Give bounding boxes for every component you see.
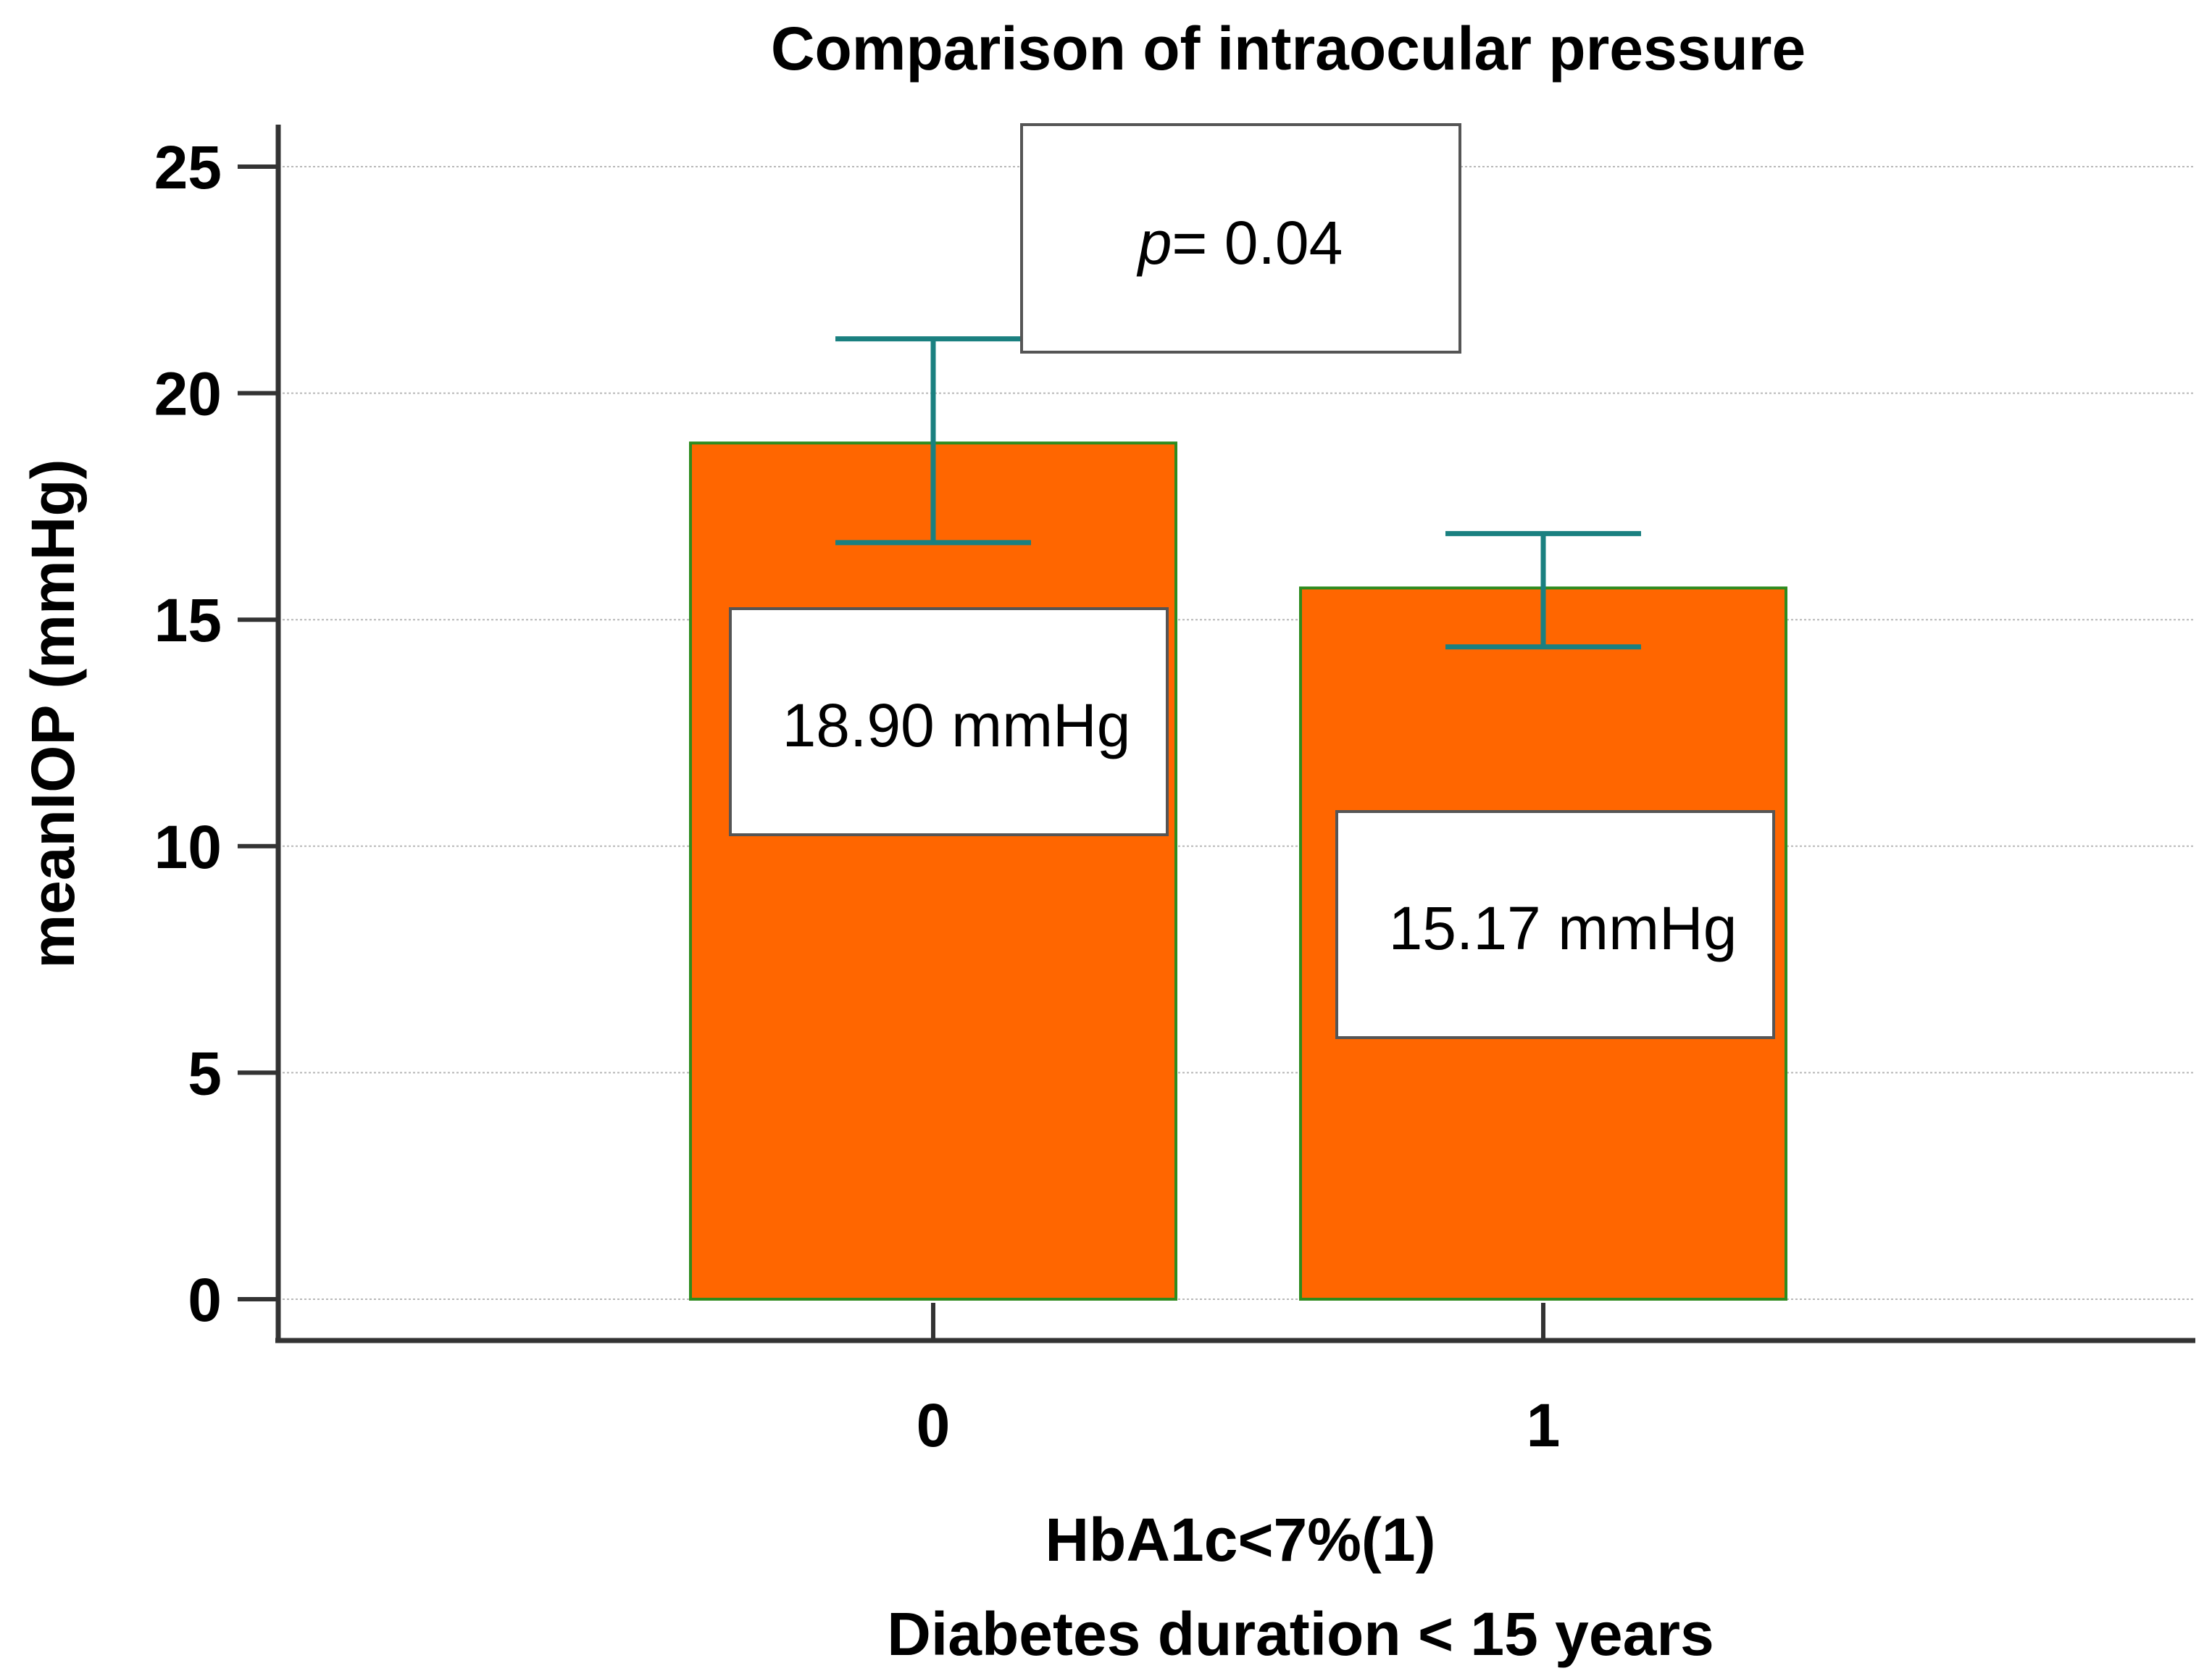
x-axis-label-line-1: HbA1c<7%(1) xyxy=(1045,1506,1435,1574)
p-value-annotation: p= 0.04 xyxy=(1020,123,1461,354)
p-value: = 0.04 xyxy=(1172,209,1343,277)
x-axis-label-line-2: Diabetes duration < 15 years xyxy=(887,1600,1714,1668)
p-symbol: p xyxy=(1136,209,1172,277)
x-tick-label-0: 0 xyxy=(917,1391,951,1459)
y-tick-label-10: 10 xyxy=(154,813,222,881)
y-tick-label-15: 15 xyxy=(154,586,222,654)
bar-value-label-0: 18.90 mmHg xyxy=(782,691,1131,759)
p-value-text: p= 0.04 xyxy=(1136,209,1343,277)
y-tick-label-0: 0 xyxy=(188,1266,222,1334)
bar-value-box-0 xyxy=(729,607,1169,836)
p-value-box xyxy=(1020,123,1461,354)
chart-title: Comparison of intraocular pressure xyxy=(771,14,1806,83)
y-ticks: 0 5 10 15 20 25 xyxy=(154,133,278,1334)
y-tick-label-25: 25 xyxy=(154,133,222,201)
bar-value-box-1 xyxy=(1335,810,1775,1039)
error-bars xyxy=(835,336,1641,650)
x-tick-label-1: 1 xyxy=(1527,1391,1561,1459)
y-tick-label-20: 20 xyxy=(154,360,222,428)
bar-0 xyxy=(689,441,1177,1301)
bar-value-label-1: 15.17 mmHg xyxy=(1389,894,1737,962)
y-axis-label: meanIOP (mmHg) xyxy=(19,459,87,968)
y-tick-label-5: 5 xyxy=(188,1039,222,1107)
axes xyxy=(275,125,2195,1343)
bar-value-labels: 18.90 mmHg 15.17 mmHg xyxy=(729,607,1775,1039)
